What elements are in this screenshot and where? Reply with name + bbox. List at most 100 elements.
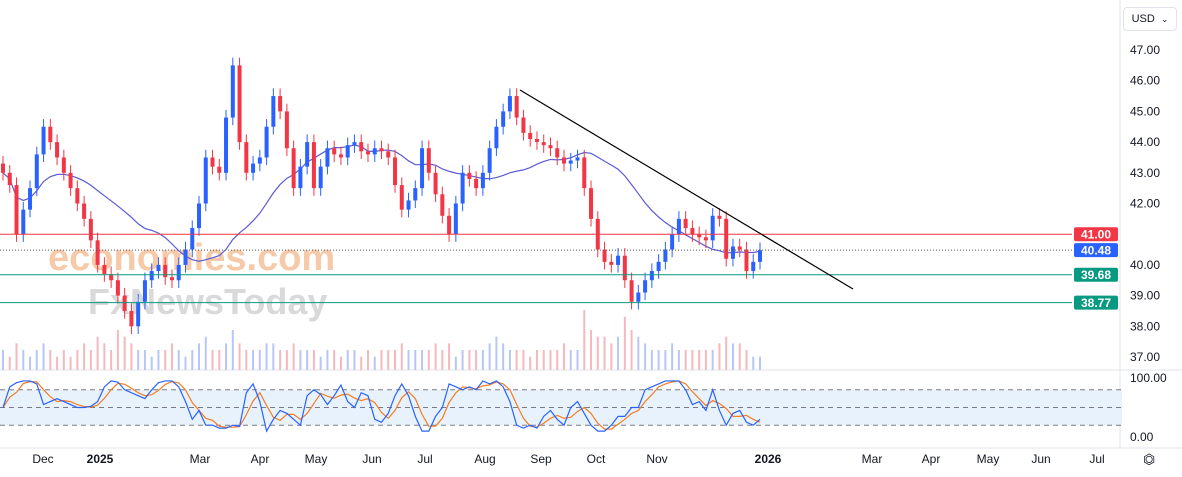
candle-body	[183, 249, 188, 265]
candle-body	[582, 157, 587, 189]
volume-bar	[123, 336, 126, 370]
currency-selector[interactable]: USD ⌄	[1123, 7, 1177, 31]
candle-body	[676, 218, 681, 235]
time-tick: May	[305, 452, 328, 466]
candle-body	[420, 148, 425, 189]
volume-bar	[542, 350, 545, 370]
time-tick: Oct	[587, 452, 606, 466]
candle-body	[224, 117, 229, 173]
volume-bar	[529, 356, 532, 370]
candle-body	[136, 301, 141, 327]
volume-bar	[15, 343, 18, 370]
candle-body	[115, 280, 120, 296]
volume-bar	[508, 350, 511, 370]
time-tick: Sep	[530, 452, 552, 466]
volume-bar	[245, 350, 248, 370]
candle-body	[399, 185, 404, 210]
candle-body	[41, 126, 46, 155]
volume-bar	[292, 343, 295, 370]
volume-bar	[596, 336, 599, 370]
candle-body	[447, 215, 452, 235]
volume-bar	[285, 350, 288, 370]
candle-body	[534, 139, 539, 143]
candle-body	[690, 228, 695, 235]
candle-body	[1, 163, 5, 173]
time-tick: Mar	[862, 452, 883, 466]
price-label-40.48	[1074, 243, 1118, 258]
volume-bar	[157, 350, 160, 370]
price-tick: 42.00	[1130, 197, 1160, 211]
volume-bar	[637, 336, 640, 370]
volume-bar	[326, 350, 329, 370]
candle-body	[474, 178, 479, 189]
volume-bar	[252, 350, 255, 370]
volume-bar	[630, 330, 633, 370]
candle-body	[365, 151, 370, 155]
volume-bar	[299, 350, 302, 370]
volume-bar	[29, 356, 32, 370]
volume-bar	[745, 350, 748, 370]
candle-body	[622, 255, 627, 281]
volume-bar	[427, 350, 430, 370]
candle-body	[575, 157, 580, 161]
volume-bar	[360, 356, 363, 370]
volume-bar	[380, 350, 383, 370]
volume-bar	[738, 343, 741, 370]
volume-bar	[394, 350, 397, 370]
candle-body	[284, 111, 289, 149]
price-label-38.77	[1074, 295, 1118, 310]
volume-bar	[603, 336, 606, 370]
candle-body	[291, 148, 296, 189]
volume-bar	[657, 350, 660, 370]
candle-body	[217, 166, 222, 173]
volume-bar	[49, 350, 52, 370]
stoch-tick: 100.00	[1130, 371, 1167, 385]
candle-body	[514, 96, 519, 118]
volume-bar	[711, 350, 714, 370]
volume-bar	[366, 350, 369, 370]
volume-bar	[556, 350, 559, 370]
time-tick: Apr	[922, 452, 941, 466]
candle-body	[703, 237, 708, 241]
candle-body	[318, 166, 323, 189]
time-tick: 2025	[87, 452, 114, 466]
candle-body	[359, 142, 364, 152]
time-tick: Jul	[1089, 452, 1104, 466]
candle-body	[102, 264, 107, 275]
volume-bar	[22, 350, 25, 370]
candle-body	[28, 188, 33, 210]
candle-body	[616, 255, 621, 265]
candle-body	[487, 148, 492, 173]
price-label-text: 38.77	[1081, 296, 1111, 310]
candle-body	[169, 277, 174, 281]
volume-bar	[150, 356, 153, 370]
volume-bar	[353, 350, 356, 370]
price-tick: 47.00	[1130, 43, 1160, 57]
candle-body	[88, 218, 93, 241]
candle-body	[521, 117, 526, 133]
volume-bar	[387, 350, 390, 370]
candle-body	[129, 310, 134, 327]
volume-bar	[684, 350, 687, 370]
volume-bar	[617, 336, 620, 370]
candle-body	[156, 264, 161, 272]
candle-body	[345, 145, 350, 158]
volume-bar	[731, 343, 734, 370]
volume-bar	[143, 350, 146, 370]
volume-bar	[481, 350, 484, 370]
settings-gear-icon[interactable]: ⏣	[1143, 451, 1156, 467]
candle-body	[683, 218, 688, 229]
volume-bar	[664, 350, 667, 370]
candle-body	[122, 295, 127, 311]
stoch-tick: 0.00	[1130, 430, 1154, 444]
candle-body	[210, 157, 215, 167]
candle-body	[751, 261, 756, 272]
price-tick: 45.00	[1130, 104, 1160, 118]
candle-body	[305, 142, 310, 167]
volume-bar	[725, 336, 728, 370]
candle-body	[251, 163, 256, 173]
volume-bar	[623, 316, 626, 370]
volume-bar	[610, 343, 613, 370]
candle-body	[744, 249, 749, 272]
